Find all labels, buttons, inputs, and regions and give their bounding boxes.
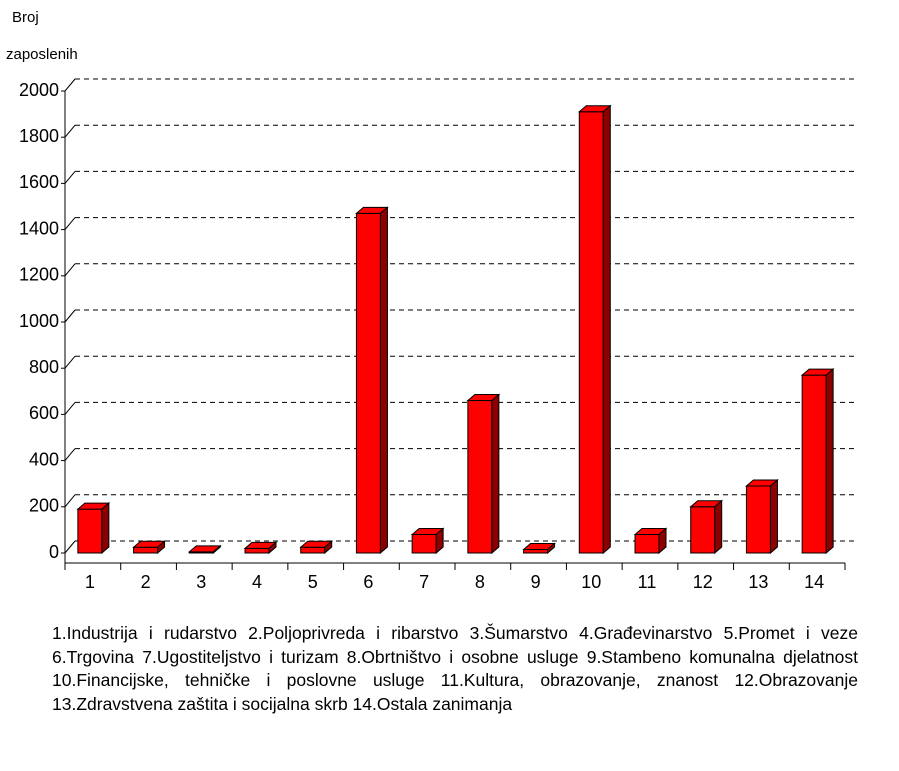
bar [355, 206, 389, 555]
bar [577, 104, 612, 555]
y-tick-label: 400 [29, 449, 59, 469]
y-label-line: Broj [12, 9, 39, 26]
x-tick-label: 11 [638, 572, 657, 592]
bar-side [602, 104, 611, 555]
bar-side [268, 541, 277, 555]
x-tick-label: 4 [252, 572, 262, 592]
y-tick-label: 1800 [19, 126, 59, 146]
y-tick-label: 1000 [19, 311, 59, 331]
bar [745, 478, 779, 555]
bar-front [745, 485, 771, 554]
bar-side [379, 206, 388, 555]
x-tick-label: 10 [581, 572, 601, 592]
bar-front [355, 212, 381, 554]
y-tick-label: 800 [29, 357, 59, 377]
bar [633, 527, 668, 555]
x-tick-label: 7 [419, 572, 429, 592]
bar-front [77, 508, 103, 554]
y-tick-label: 2000 [19, 80, 59, 100]
bar [410, 527, 445, 555]
bar [76, 502, 111, 555]
bar-side [324, 540, 333, 555]
x-tick-label: 9 [531, 572, 541, 592]
y-tick-depth [64, 124, 76, 138]
x-tick-label: 3 [196, 572, 206, 592]
bar-front [690, 506, 716, 554]
x-tick-label: 1 [85, 572, 95, 592]
y-tick-depth [64, 448, 76, 461]
y-tick-label: 1600 [19, 172, 59, 192]
bar-front [300, 546, 326, 554]
y-tick-label: 200 [29, 496, 59, 516]
y-tick-depth [64, 355, 76, 369]
x-tick-label: 5 [308, 572, 318, 592]
bar-front [411, 534, 437, 554]
x-tick-label: 6 [363, 572, 373, 592]
y-tick-label: 600 [29, 403, 59, 423]
bar-front [634, 534, 660, 554]
bar-side [714, 499, 723, 555]
x-tick-label: 13 [748, 572, 768, 592]
bar-side [825, 368, 834, 555]
bar-front [523, 549, 549, 554]
bar-side [658, 527, 667, 555]
y-tick-depth [64, 217, 76, 230]
y-tick-depth [64, 402, 76, 415]
y-tick-depth [64, 494, 76, 508]
bar-front [467, 400, 493, 554]
y-tick-depth [64, 171, 76, 184]
bar [187, 544, 222, 555]
bar-side [491, 393, 500, 555]
bar-front [801, 374, 827, 554]
y-tick-label: 0 [49, 542, 59, 562]
legend-caption: 1.Industrija i rudarstvo 2.Poljoprivreda… [52, 623, 858, 714]
bar [522, 542, 556, 555]
y-label-line: zaposlenih [6, 46, 78, 63]
chart: Broj zaposlenih 0 200 400 600 800 1000 1200 140… [6, 9, 855, 592]
y-tick-label: 1200 [19, 265, 59, 285]
bar-side [101, 502, 110, 555]
x-tick-label: 2 [141, 572, 151, 592]
bar [243, 541, 278, 555]
x-tick-label: 12 [693, 572, 713, 592]
bar-front [578, 111, 604, 554]
bar [299, 540, 334, 555]
bar-side [157, 540, 166, 555]
bar-front [244, 547, 270, 554]
bar [132, 540, 166, 555]
bar-front [133, 546, 159, 554]
bar-side [435, 527, 444, 555]
y-tick-depth [64, 540, 76, 554]
bar-side [547, 542, 556, 555]
y-tick-depth [64, 309, 76, 323]
y-tick-depth [64, 78, 76, 92]
bar [689, 499, 724, 555]
x-tick-label: 14 [804, 572, 824, 592]
x-tick-label: 8 [475, 572, 485, 592]
y-tick-depth [64, 263, 76, 277]
bar [800, 368, 835, 555]
y-tick-label: 1400 [19, 218, 59, 238]
bar [466, 393, 501, 555]
bar-side [769, 478, 778, 555]
bar-side [212, 544, 221, 555]
